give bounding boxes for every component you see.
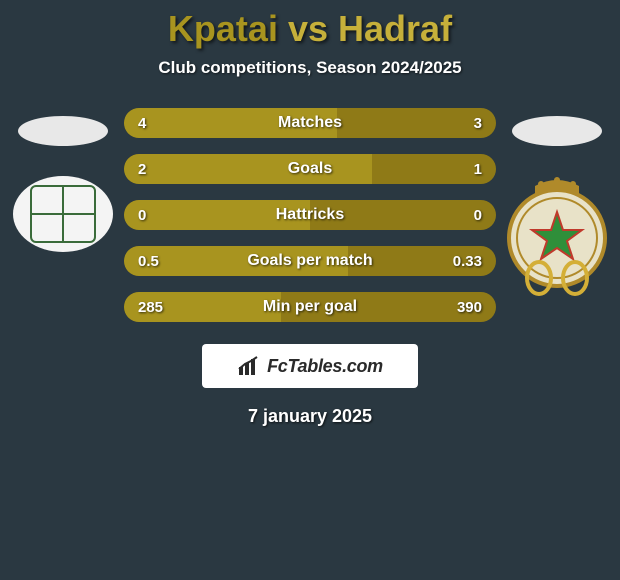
club-a-crest	[13, 176, 113, 252]
snapshot-date: 7 january 2025	[0, 406, 620, 427]
stat-row-min-per-goal: 285Min per goal390	[124, 292, 496, 322]
vs-word: vs	[288, 8, 328, 49]
stat-label: Min per goal	[198, 298, 422, 316]
brand-badge: FcTables.com	[202, 344, 418, 388]
stat-right-value: 0	[422, 207, 482, 224]
right-side-column	[502, 108, 612, 296]
player1-flag-icon	[18, 116, 108, 146]
left-side-column	[8, 108, 118, 252]
stat-row-goals-per-match: 0.5Goals per match0.33	[124, 246, 496, 276]
stat-label: Goals	[198, 160, 422, 178]
player2-name: Hadraf	[338, 8, 452, 49]
stat-label: Hattricks	[198, 206, 422, 224]
player1-name: Kpatai	[168, 8, 278, 49]
stat-row-matches: 4Matches3	[124, 108, 496, 138]
stat-left-value: 2	[138, 161, 198, 178]
season-subtitle: Club competitions, Season 2024/2025	[0, 58, 620, 78]
stat-left-value: 4	[138, 115, 198, 132]
stat-row-hattricks: 0Hattricks0	[124, 200, 496, 230]
stat-left-value: 285	[138, 299, 198, 316]
stat-right-value: 390	[422, 299, 482, 316]
stat-right-value: 0.33	[422, 253, 482, 270]
stat-bars: 4Matches3 2Goals1 0Hattricks0 0.5Goals per …	[118, 108, 502, 322]
comparison-panel: 4Matches3 2Goals1 0Hattricks0 0.5Goals per …	[0, 108, 620, 322]
shield-icon	[30, 185, 96, 243]
stat-right-value: 3	[422, 115, 482, 132]
stat-left-value: 0	[138, 207, 198, 224]
bar-chart-icon	[237, 355, 263, 377]
brand-text: FcTables.com	[267, 356, 383, 377]
player2-flag-icon	[512, 116, 602, 146]
stat-right-value: 1	[422, 161, 482, 178]
club-b-crest	[505, 176, 609, 296]
stat-left-value: 0.5	[138, 253, 198, 270]
stat-label: Matches	[198, 114, 422, 132]
crest-icon	[505, 176, 609, 296]
stat-row-goals: 2Goals1	[124, 154, 496, 184]
stat-label: Goals per match	[198, 252, 422, 270]
page-title: Kpatai vs Hadraf	[0, 0, 620, 50]
